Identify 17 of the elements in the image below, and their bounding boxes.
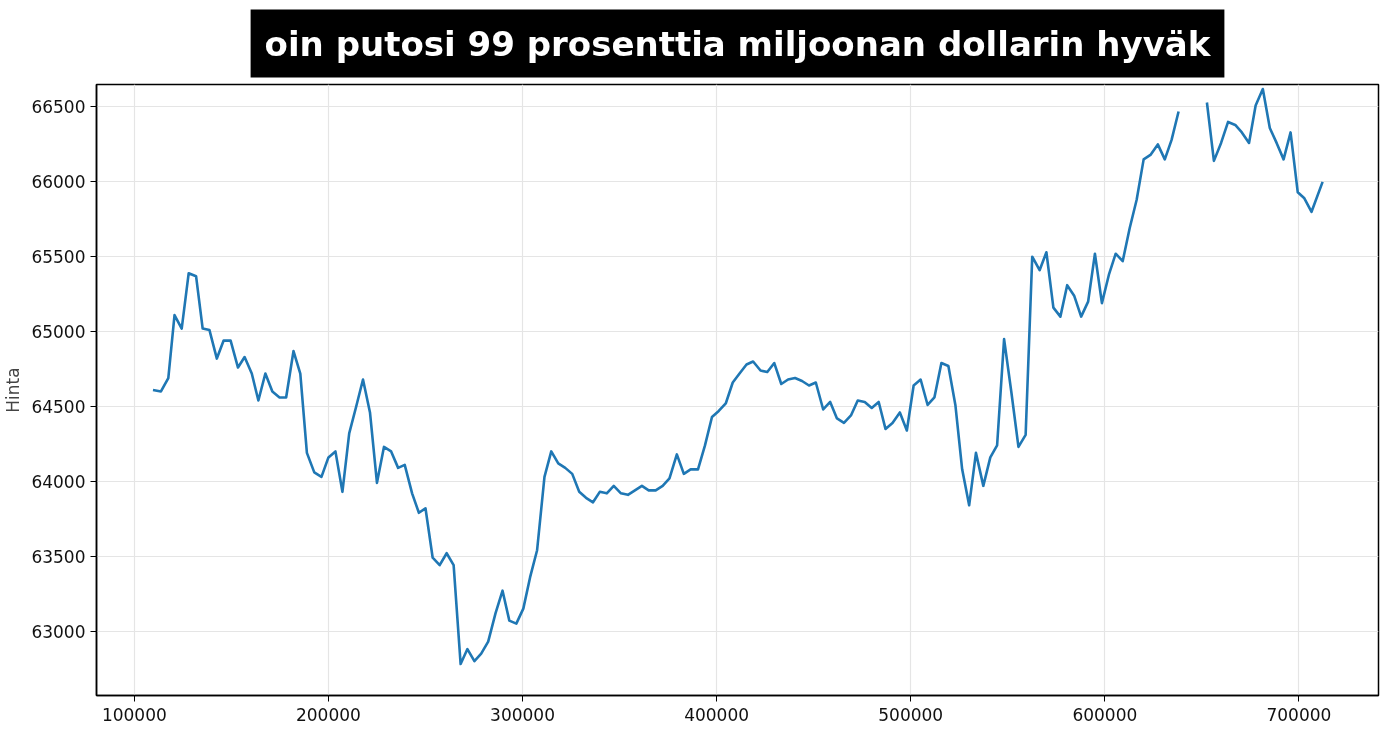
- y-tick-label: 65500: [31, 247, 86, 268]
- x-tick-label: 700000: [1266, 704, 1332, 725]
- x-tick-label: 300000: [490, 704, 555, 725]
- x-tick-label: 600000: [1072, 704, 1138, 725]
- y-tick-label: 66500: [31, 97, 86, 118]
- y-tick-label: 66000: [31, 172, 86, 193]
- x-tick-label: 500000: [878, 704, 944, 725]
- y-tick-label: 64500: [31, 396, 86, 417]
- y-tick-label: 63000: [31, 621, 86, 642]
- x-tick-label: 100000: [101, 704, 167, 725]
- y-tick-label: 64000: [31, 471, 86, 492]
- x-tick-label: 400000: [684, 704, 750, 725]
- y-axis-title: Hinta: [3, 367, 24, 413]
- chart-title: oin putosi 99 prosenttia miljoonan dollarin hyväk: [264, 23, 1212, 64]
- x-tick-label: 200000: [296, 704, 361, 725]
- y-tick-label: 65000: [31, 322, 86, 343]
- y-tick-label: 63500: [31, 546, 86, 567]
